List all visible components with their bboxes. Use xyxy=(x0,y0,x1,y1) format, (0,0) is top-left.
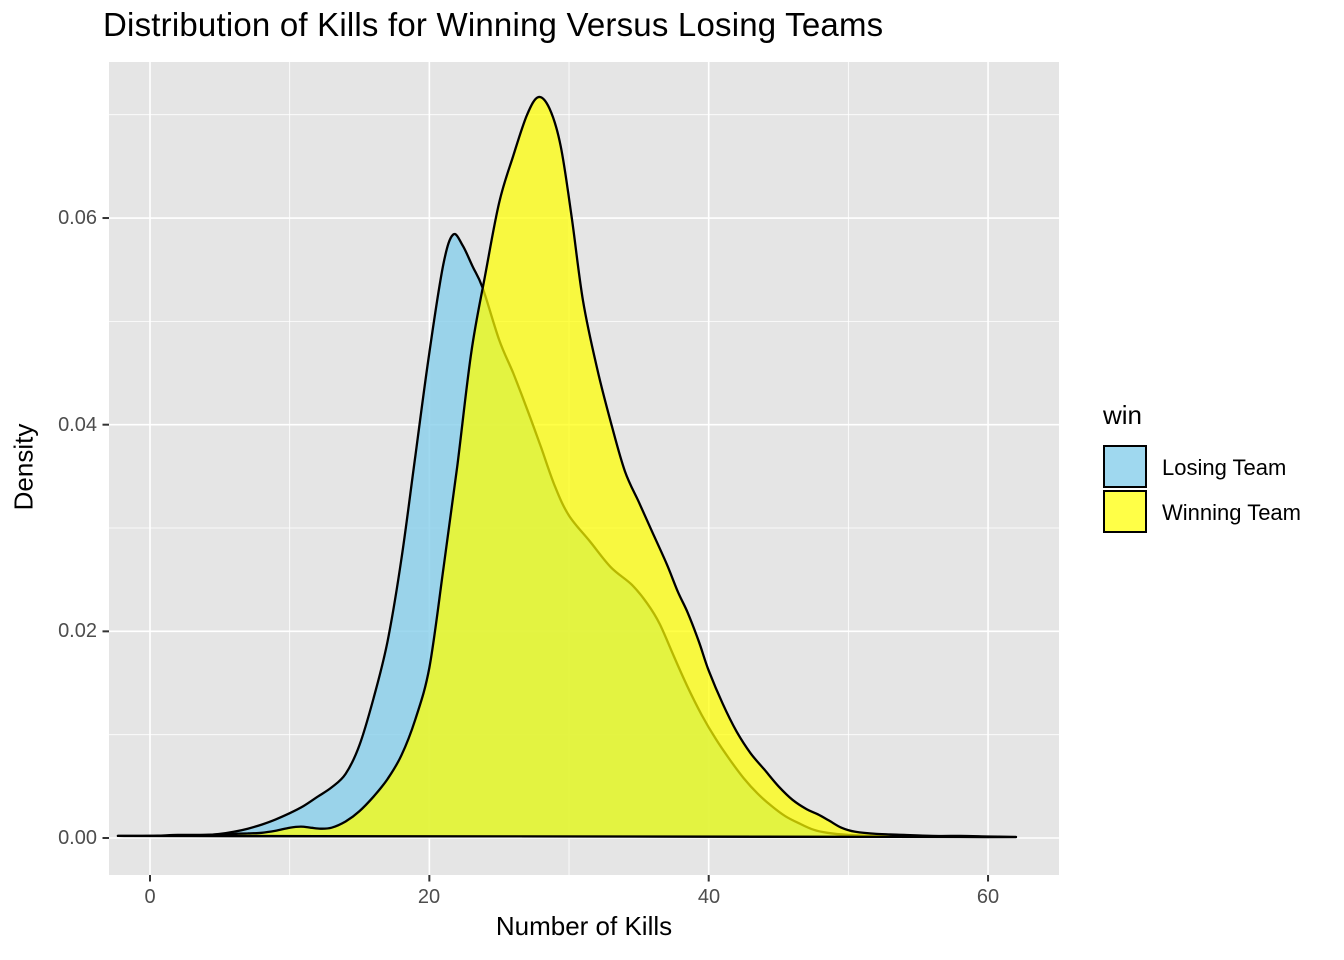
legend-label-losing: Losing Team xyxy=(1162,454,1287,480)
chart-title: Distribution of Kills for Winning Versus… xyxy=(103,6,884,43)
x-tick-label-0: 0 xyxy=(144,886,156,908)
x-tick-label-40: 40 xyxy=(697,886,721,908)
legend-item-losing: Losing Team xyxy=(1102,445,1332,490)
x-tick-label-60: 60 xyxy=(976,886,1000,908)
x-tick-label-20: 20 xyxy=(417,886,441,908)
y-tick-label-0.02: 0.02 xyxy=(58,620,97,642)
losing-team-swatch-icon xyxy=(1103,445,1147,488)
y-tick-label-0.04: 0.04 xyxy=(58,414,97,436)
legend-title: win xyxy=(1103,400,1143,430)
y-axis-title: Density xyxy=(8,423,39,511)
winning-team-swatch-icon xyxy=(1103,490,1147,533)
legend-item-winning: Winning Team xyxy=(1102,490,1332,535)
winning-density-area xyxy=(116,95,1018,839)
legend: win Losing Team Winning Team xyxy=(1102,400,1332,535)
y-tick-label-0.06: 0.06 xyxy=(58,207,97,229)
x-axis-title: Number of Kills xyxy=(495,911,673,941)
legend-label-winning: Winning Team xyxy=(1162,499,1301,525)
y-tick-label-0.00: 0.00 xyxy=(58,827,97,849)
